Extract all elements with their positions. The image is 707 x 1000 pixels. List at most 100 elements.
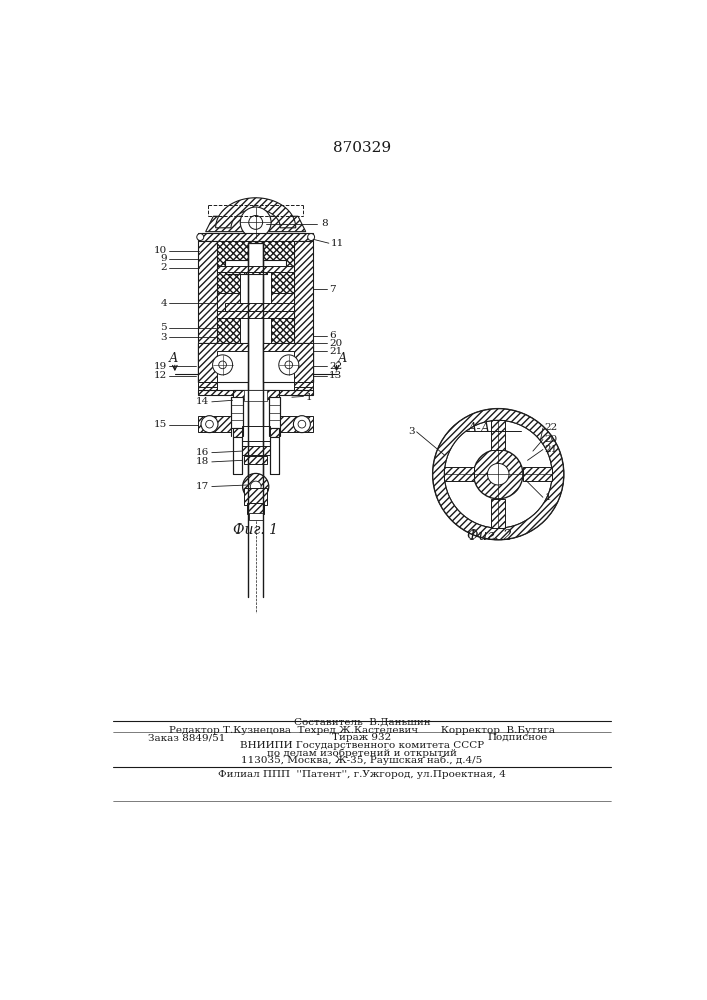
Text: 9: 9 [160,254,167,263]
Polygon shape [217,266,294,274]
Text: 10: 10 [154,246,167,255]
Bar [294,343,313,382]
Polygon shape [256,241,294,266]
Bar [248,243,264,482]
Text: 19: 19 [154,362,167,371]
Circle shape [250,481,261,492]
Polygon shape [216,198,296,228]
Circle shape [298,420,305,428]
Circle shape [201,416,218,433]
Text: 12: 12 [154,371,167,380]
Bar [247,503,264,514]
Text: 870329: 870329 [333,141,391,155]
Circle shape [293,416,310,433]
Bar [198,387,217,391]
Text: ВНИИПИ Государственного комитета СССР: ВНИИПИ Государственного комитета СССР [240,741,484,750]
Text: 14: 14 [197,397,209,406]
Text: 7: 7 [329,285,335,294]
Polygon shape [198,416,231,432]
Polygon shape [271,318,294,343]
Polygon shape [491,420,506,450]
Circle shape [308,234,315,241]
Text: Подписное: Подписное [488,733,549,742]
Bar [198,233,313,241]
Text: А-А: А-А [467,422,491,434]
Circle shape [285,361,293,369]
Text: Филиал ППП  ''Патент'', г.Ужгород, ул.Проектная, 4: Филиал ППП ''Патент'', г.Ужгород, ул.Про… [218,770,506,779]
Circle shape [240,207,271,238]
Bar [198,343,217,382]
Text: 2: 2 [160,263,167,272]
Bar [271,343,294,351]
Text: Заказ 8849/51: Заказ 8849/51 [148,733,226,742]
Text: 22: 22 [544,424,558,432]
Circle shape [243,473,269,500]
Bar [264,389,313,395]
Text: 6: 6 [329,331,335,340]
Bar [198,389,248,395]
Text: 1: 1 [305,393,312,402]
Bar [198,241,217,382]
Text: 20: 20 [544,435,558,444]
Polygon shape [271,268,294,293]
Polygon shape [217,318,240,343]
Text: по делам изобретений и открытий: по делам изобретений и открытий [267,748,457,758]
Circle shape [433,409,563,540]
Text: 5: 5 [160,323,167,332]
Polygon shape [198,343,248,382]
Circle shape [279,355,299,375]
Bar [244,268,267,274]
Bar [198,343,248,382]
Text: 22: 22 [329,362,342,371]
Polygon shape [198,382,217,389]
Circle shape [474,450,523,499]
Bar [294,241,313,382]
Bar [231,397,243,428]
Text: 18: 18 [197,457,209,466]
Text: 4: 4 [160,299,167,308]
Text: 113035, Москва, Ж-35, Раушская наб., д.4/5: 113035, Москва, Ж-35, Раушская наб., д.4… [241,756,483,765]
Bar [269,437,279,474]
Text: 8: 8 [321,219,328,228]
Text: 15: 15 [154,420,167,429]
Text: Фиг. 1: Фиг. 1 [233,523,278,537]
Polygon shape [217,311,294,318]
Text: 3: 3 [160,333,167,342]
Polygon shape [491,499,506,528]
Polygon shape [294,382,313,389]
Text: Тираж 932: Тираж 932 [332,733,392,742]
Bar [217,343,240,351]
Bar [269,397,281,428]
Text: 13: 13 [329,371,342,380]
Wedge shape [433,409,563,540]
Bar [225,268,267,274]
Bar [244,488,267,505]
Text: 3: 3 [409,427,415,436]
Bar [294,387,313,391]
Bar [233,428,279,437]
Circle shape [218,361,226,369]
Circle shape [444,420,552,528]
Polygon shape [217,241,256,266]
Circle shape [249,215,262,229]
Bar [264,343,313,382]
Bar [249,513,262,520]
Text: А: А [168,352,178,365]
Text: Составитель  В.Даньшин: Составитель В.Даньшин [293,718,431,727]
Text: 16: 16 [197,448,209,457]
Bar [244,390,267,401]
Polygon shape [523,467,552,481]
Polygon shape [264,343,313,382]
Polygon shape [444,467,474,481]
Text: 21: 21 [329,347,342,356]
Bar [242,426,269,441]
Text: 1: 1 [544,493,551,502]
Polygon shape [271,293,294,318]
Polygon shape [217,293,240,318]
Bar [244,456,267,464]
Text: 17: 17 [197,482,209,491]
Text: 21: 21 [544,445,558,454]
Bar [242,446,269,455]
Polygon shape [281,416,313,432]
Bar [244,268,267,274]
